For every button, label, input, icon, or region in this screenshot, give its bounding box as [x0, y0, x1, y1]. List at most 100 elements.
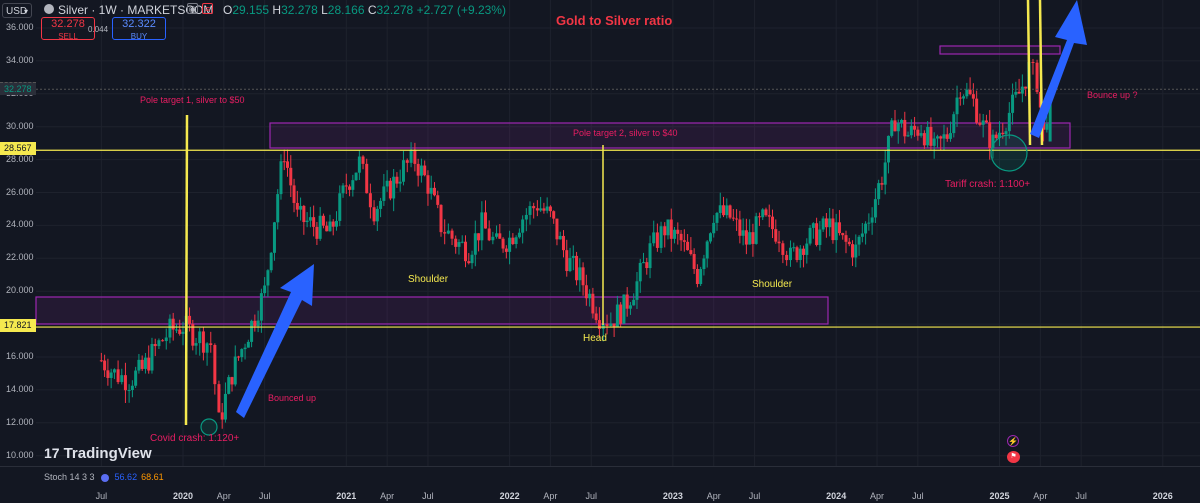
change-value: +2.727 (+9.23%): [416, 3, 506, 17]
candle-body: [372, 207, 376, 222]
candle-body: [837, 222, 841, 234]
candle-down: [619, 302, 623, 328]
flag-icon[interactable]: ≡: [202, 3, 213, 14]
candle-body: [994, 134, 998, 139]
candle-up: [460, 235, 464, 244]
candle-body: [913, 125, 917, 130]
candle-down: [751, 223, 755, 257]
candle-body: [123, 375, 127, 391]
candle-up: [642, 252, 646, 264]
candle-body: [470, 254, 474, 264]
candle-body: [886, 135, 890, 163]
stoch-d-value: 68.61: [141, 472, 164, 482]
candle-up: [109, 368, 113, 389]
candle-up: [419, 158, 423, 183]
candle-up: [609, 312, 613, 328]
candle-up: [508, 230, 512, 265]
candle-up: [981, 114, 985, 138]
candle-up: [112, 368, 116, 380]
symbol-icon: [44, 4, 54, 14]
candle-body: [795, 247, 799, 260]
tradingview-logo[interactable]: 17 TradingView: [44, 445, 152, 462]
annotation-pole-target-1: Pole target 1, silver to $50: [140, 95, 245, 105]
candle-body: [984, 120, 988, 123]
candle-body: [676, 229, 680, 234]
time-tick-label: Apr: [543, 491, 558, 501]
candle-body: [147, 357, 151, 371]
candle-up: [949, 121, 953, 142]
candle-body: [263, 285, 267, 294]
candle-down: [325, 221, 329, 232]
candle-down: [467, 253, 471, 265]
candle-down: [140, 355, 144, 371]
candle-up: [568, 247, 572, 273]
candle-up: [883, 150, 887, 195]
buy-button[interactable]: 32.322 BUY: [112, 17, 166, 41]
candle-body: [857, 236, 861, 245]
lightning-icon[interactable]: ⚡: [1007, 435, 1019, 447]
arrow-bounce-up: [1030, 0, 1087, 138]
annotation-tariff-crash: Tariff crash: 1:100+: [945, 179, 1031, 190]
price-tick-label: 22.000: [6, 252, 34, 263]
candle-down: [368, 183, 372, 219]
candle-body: [1011, 94, 1015, 113]
candle-up: [659, 221, 663, 254]
eye-icon[interactable]: ◉: [187, 3, 198, 14]
candle-body: [213, 344, 217, 385]
candle-body: [702, 258, 706, 270]
candle-body: [1014, 91, 1018, 95]
chevron-down-icon: ▾: [23, 7, 28, 16]
candle-body: [751, 232, 755, 244]
indicator-settings-icon[interactable]: [100, 473, 109, 482]
candle-body: [446, 230, 450, 234]
candle-body: [738, 219, 742, 236]
candle-down: [802, 245, 806, 268]
currency-selector[interactable]: USD ▾: [2, 3, 32, 18]
candle-body: [945, 134, 949, 139]
symbol-label[interactable]: Silver · 1W · MARKETSCOM: [58, 3, 214, 17]
candle-down: [594, 306, 598, 324]
chart-title: Gold to Silver ratio: [556, 13, 673, 28]
candle-down: [738, 210, 742, 244]
candle-up: [259, 288, 263, 333]
candle-down: [217, 380, 221, 413]
candle-body: [398, 181, 402, 184]
flag-event-icon[interactable]: ⚑: [1007, 451, 1020, 463]
candle-body: [325, 225, 329, 232]
candle-body: [477, 233, 481, 241]
candle-up: [715, 211, 719, 231]
sell-button[interactable]: 32.278 SELL: [41, 17, 95, 41]
candle-body: [457, 242, 461, 247]
candle-up: [712, 215, 716, 238]
time-tick-label: Jul: [912, 491, 924, 501]
candle-down: [795, 245, 799, 263]
price-axis[interactable]: 10.00012.00014.00016.00018.00020.00022.0…: [0, 0, 36, 470]
candle-body: [545, 206, 549, 211]
candle-down: [669, 208, 673, 252]
candle-body: [588, 293, 592, 299]
candle-up: [1020, 74, 1024, 103]
candle-body: [638, 262, 642, 282]
candle-body: [565, 250, 569, 272]
pane-separator[interactable]: [0, 466, 1200, 467]
candle-up: [890, 118, 894, 138]
covid-crash-circle: [200, 418, 218, 436]
candle-body: [217, 384, 221, 413]
time-tick-label: Apr: [706, 491, 721, 501]
candle-down: [764, 207, 768, 217]
candle-down: [781, 240, 785, 264]
candle-down: [695, 264, 699, 288]
sell-label: SELL: [58, 32, 78, 41]
price-tick-label: 30.000: [6, 120, 34, 131]
price-tick-label: 24.000: [6, 219, 34, 230]
candle-up: [932, 132, 936, 159]
candle-body: [955, 97, 959, 115]
candle-body: [824, 218, 828, 228]
time-tick-label: 2023: [662, 491, 683, 501]
candle-body: [501, 238, 505, 249]
candle-body: [106, 370, 110, 378]
candle-body: [331, 221, 335, 227]
stoch-indicator-legend[interactable]: Stoch 14 3 3 56.62 68.61: [44, 472, 164, 482]
candle-body: [109, 372, 113, 378]
